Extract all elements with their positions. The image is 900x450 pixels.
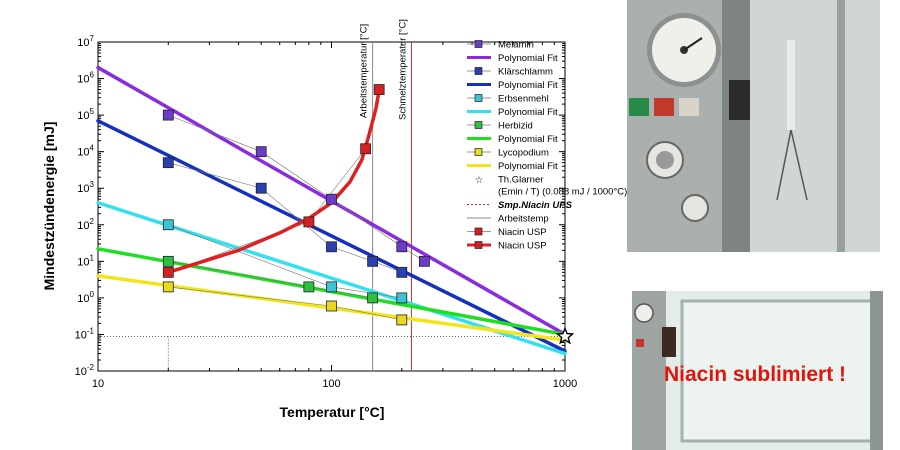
schmelztemperatur-label: Schmelztemperatur [°C] xyxy=(397,19,408,120)
data-connector xyxy=(168,261,373,299)
sublimation-photo xyxy=(632,291,883,450)
y-tick-label: 102 xyxy=(77,217,94,232)
data-point xyxy=(396,241,408,253)
data-point xyxy=(367,255,379,267)
legend-item: Polynomial Fit xyxy=(467,134,558,145)
legend-item: Polynomial Fit xyxy=(467,161,558,172)
legend-label: Klärschlamm xyxy=(498,67,553,78)
legend-label: Niacin USP xyxy=(498,227,547,238)
y-tick-label: 10-2 xyxy=(75,363,95,378)
niacin-curve xyxy=(167,89,381,274)
data-point xyxy=(326,281,337,293)
y-tick-label: 100 xyxy=(77,290,94,305)
y-tick-label: 107 xyxy=(77,34,94,49)
legend-label: Melamin xyxy=(498,40,534,51)
legend-label: Polynomial Fit xyxy=(498,53,558,64)
data-point xyxy=(162,255,174,267)
legend-label: Polynomial Fit xyxy=(498,107,558,118)
arbeitstemperatur-label: Arbeitstemperatur [°C] xyxy=(359,24,370,118)
legend-marker xyxy=(474,148,483,156)
legend-label: Lycopodium xyxy=(498,148,549,159)
reference-lines: Arbeitstemperatur [°C] Schmelztemperatur … xyxy=(98,19,565,371)
data-point xyxy=(419,255,430,267)
data-point xyxy=(326,300,337,312)
data-point xyxy=(396,266,408,278)
chart-axes: 10 100 1000 10-2 10-1 100 101 102 103 104 105 106 10… xyxy=(75,34,578,390)
chart-series xyxy=(96,65,575,356)
data-point xyxy=(360,143,372,155)
legend-label: Arbeitstemp xyxy=(498,214,549,225)
legend-label: Polynomial Fit xyxy=(498,134,558,145)
data-point xyxy=(162,219,174,231)
data-point xyxy=(396,314,408,326)
legend-marker xyxy=(474,67,483,75)
x-tick-label: 100 xyxy=(322,378,340,390)
legend-item: ☆ Th.Glarner(Emin / T) (0.088 mJ / 1000°C… xyxy=(475,175,628,198)
y-tick-label: 105 xyxy=(77,107,94,122)
legend-item: Erbsenmehl xyxy=(467,94,549,105)
data-point xyxy=(326,241,337,253)
legend-item: Polynomial Fit xyxy=(467,107,558,118)
data-point xyxy=(162,157,174,169)
legend-item: Melamin xyxy=(467,40,534,51)
legend-item: Herbizid xyxy=(467,121,533,132)
data-point xyxy=(255,146,267,158)
legend-marker xyxy=(474,121,483,129)
legend-label: Herbizid xyxy=(498,121,533,132)
fit-line xyxy=(96,119,567,353)
legend-marker xyxy=(474,40,483,48)
sublimation-caption: Niacin sublimiert ! xyxy=(664,363,847,386)
legend-item: Klärschlamm xyxy=(467,67,553,78)
legend-item: Polynomial Fit xyxy=(467,53,558,64)
x-tick-label: 10 xyxy=(92,378,104,390)
legend-label-cont: (Emin / T) (0.088 mJ / 1000°C) xyxy=(498,187,627,198)
x-axis-title: Temperatur [°C] xyxy=(280,404,385,420)
y-tick-label: 106 xyxy=(77,71,94,86)
data-point xyxy=(367,292,379,304)
legend-item: Lycopodium xyxy=(467,148,549,159)
legend-marker xyxy=(474,94,483,102)
data-connector xyxy=(168,162,402,273)
data-point xyxy=(162,109,174,121)
legend-item: Niacin USP xyxy=(467,227,547,238)
data-point xyxy=(162,281,174,293)
legend-marker xyxy=(474,241,483,249)
legend-star: ☆ xyxy=(475,175,484,186)
chart-legend: Melamin Polynomial Fit Klärschlamm Polynomi… xyxy=(467,40,627,252)
y-tick-label: 101 xyxy=(77,253,94,268)
legend-label: Polynomial Fit xyxy=(498,80,558,91)
legend-label: Polynomial Fit xyxy=(498,161,558,172)
legend-label: Niacin USP xyxy=(498,241,547,252)
legend-marker xyxy=(474,227,483,236)
data-point xyxy=(373,84,385,95)
y-tick-label: 104 xyxy=(77,144,94,159)
legend-item: Arbeitstemp xyxy=(467,214,549,225)
glarner-star xyxy=(555,326,575,345)
y-axis-title: Mindestzündenergie [mJ] xyxy=(41,122,57,291)
data-point xyxy=(326,193,337,205)
legend-label: Erbsenmehl xyxy=(498,94,549,105)
data-point xyxy=(396,292,408,304)
legend-item: Niacin USP xyxy=(467,241,547,252)
y-tick-label: 103 xyxy=(77,180,94,195)
data-point xyxy=(303,216,315,228)
oven-photo xyxy=(627,0,880,252)
data-point xyxy=(162,266,174,278)
data-point xyxy=(303,281,315,293)
legend-item: Polynomial Fit xyxy=(467,80,558,91)
x-tick-label: 1000 xyxy=(553,378,577,390)
legend-item: Smp.Niacin UPS xyxy=(467,200,573,211)
legend-label: Th.Glarner xyxy=(498,175,543,186)
data-point xyxy=(255,182,267,194)
y-tick-label: 10-1 xyxy=(75,326,95,341)
legend-label: Smp.Niacin UPS xyxy=(498,200,573,211)
